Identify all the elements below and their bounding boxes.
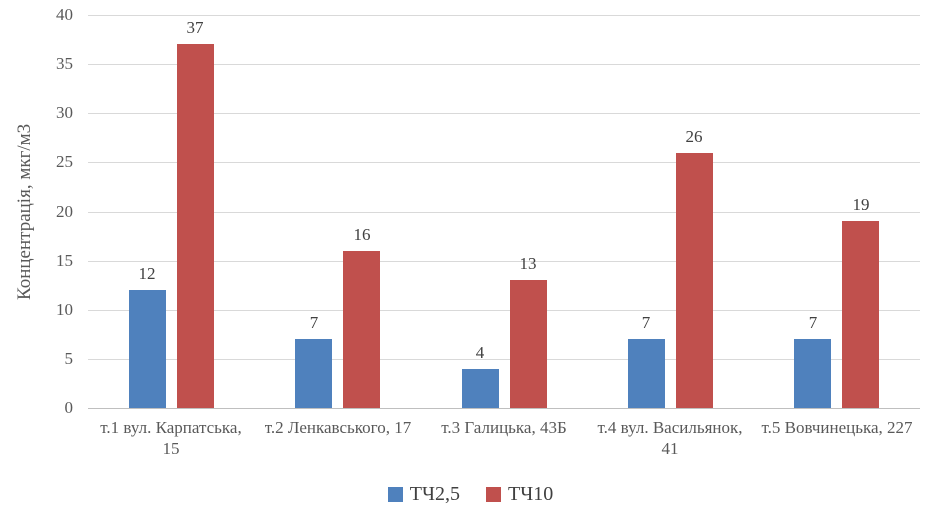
gridline — [88, 310, 920, 311]
bar-value-label: 16 — [353, 225, 371, 244]
y-tick-label: 5 — [64, 349, 74, 368]
x-category-label-line: т.3 Галицька, 43Б — [441, 418, 567, 437]
bar — [177, 44, 214, 408]
y-tick-label: 20 — [56, 202, 73, 221]
gridline — [88, 261, 920, 262]
x-category-label: т.5 Вовчинецька, 227 — [746, 417, 928, 438]
gridline — [88, 113, 920, 114]
x-category-label: т.1 вул. Карпатська, 15 — [80, 417, 262, 460]
legend-swatch — [486, 487, 501, 502]
bar — [129, 290, 166, 408]
y-tick-label: 25 — [56, 152, 73, 171]
bar — [794, 339, 831, 408]
bar-value-label: 26 — [685, 127, 703, 146]
y-tick-label: 35 — [56, 54, 73, 73]
bar — [676, 153, 713, 408]
x-category-label-line: т.5 Вовчинецька, 227 — [761, 418, 913, 437]
bar-value-label: 4 — [475, 343, 485, 362]
bar-value-label: 37 — [186, 18, 204, 37]
x-category-label-line: т.2 Ленкавського, 17 — [264, 418, 412, 437]
bar-value-label: 12 — [138, 264, 156, 283]
bar-value-label: 13 — [519, 254, 537, 273]
gridline — [88, 162, 920, 163]
bar — [628, 339, 665, 408]
legend: ТЧ2,5 ТЧ10 — [0, 483, 941, 506]
y-tick-label: 10 — [56, 300, 73, 319]
legend-item: ТЧ2,5 — [387, 483, 460, 506]
bar — [462, 369, 499, 408]
x-axis-line — [88, 408, 920, 409]
y-tick-label: 15 — [56, 251, 73, 270]
bar — [842, 221, 879, 408]
legend-swatch — [387, 487, 403, 502]
legend-item: ТЧ10 — [486, 483, 553, 506]
bar-value-label: 19 — [852, 195, 870, 214]
x-category-label-line: т.1 вул. Карпатська, — [100, 418, 242, 437]
gridline — [88, 15, 920, 16]
x-category-label: т.3 Галицька, 43Б — [413, 417, 595, 438]
x-category-label-line: 41 — [661, 439, 679, 459]
bar — [295, 339, 332, 408]
x-category-label: т.2 Ленкавського, 17 — [247, 417, 429, 438]
bar — [343, 251, 380, 408]
gridline — [88, 212, 920, 213]
x-category-label-line: т.4 вул. Васильянок, — [597, 418, 743, 437]
x-category-label-line: 15 — [162, 439, 180, 459]
gridline — [88, 64, 920, 65]
y-tick-label: 0 — [64, 398, 74, 417]
legend-label: ТЧ2,5 — [409, 483, 460, 505]
bar — [510, 280, 547, 408]
y-tick-label: 40 — [56, 5, 73, 24]
x-category-label: т.4 вул. Васильянок, 41 — [579, 417, 761, 460]
bar-value-label: 7 — [309, 313, 319, 332]
bar-value-label: 7 — [641, 313, 651, 332]
bar-value-label: 7 — [808, 313, 818, 332]
y-tick-label: 30 — [56, 103, 73, 122]
legend-label: ТЧ10 — [508, 483, 554, 505]
gridline — [88, 359, 920, 360]
